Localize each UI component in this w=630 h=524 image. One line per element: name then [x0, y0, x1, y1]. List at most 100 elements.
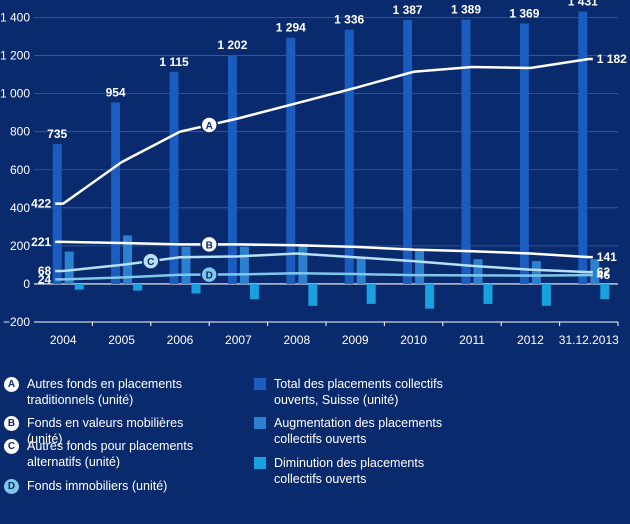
legend-label-increase: Augmentation des placements collectifs o… — [274, 416, 443, 446]
bar-total-label: 1 202 — [217, 38, 247, 52]
legend-item-b: B Fonds en valeurs mobilières (unité) — [4, 415, 212, 447]
x-tick-label: 2004 — [50, 333, 77, 347]
bar-decrease — [191, 283, 201, 294]
bar-total-label: 1 431 — [568, 0, 598, 9]
series-badge-c — [142, 252, 160, 270]
legend-item-d: D Fonds immobiliers (unité) — [4, 478, 212, 494]
badge-d: D — [4, 479, 19, 494]
bar-total-label: 1 294 — [276, 21, 306, 35]
bar-total-label: 735 — [47, 127, 67, 141]
bar-increase — [239, 246, 249, 284]
line-last-label: 141 — [597, 250, 617, 264]
line-last-label: 62 — [597, 265, 611, 279]
bar-total — [344, 29, 354, 284]
line-first-label: 221 — [31, 235, 51, 249]
bar-decrease — [541, 283, 551, 306]
x-tick-label: 2007 — [225, 333, 252, 347]
line-first-label: 24 — [38, 272, 52, 286]
legend-label-d: Fonds immobiliers (unité) — [27, 479, 168, 493]
legend-item-total: Total des placements collectifs ouverts,… — [254, 376, 459, 408]
y-tick-label: 200 — [10, 239, 30, 253]
y-tick-label: 1 200 — [0, 49, 30, 63]
bar-total-label: 1 115 — [159, 55, 189, 69]
x-tick-label: 2012 — [517, 333, 544, 347]
y-tick-label: 400 — [10, 201, 30, 215]
bar-decrease — [425, 283, 435, 309]
bar-increase — [298, 243, 308, 284]
swatch-total — [254, 378, 266, 390]
y-tick-label: 1 000 — [0, 87, 30, 101]
series-badge-d — [200, 265, 218, 284]
bar-total — [461, 19, 471, 284]
legend-item-a: A Autres fonds en placements traditionne… — [4, 376, 212, 408]
bar-decrease — [600, 283, 610, 300]
y-tick-label: −200 — [3, 315, 30, 329]
y-tick-label: 1 400 — [0, 11, 30, 25]
bar-increase — [590, 259, 600, 284]
bar-decrease — [308, 283, 318, 306]
series-badge-b — [200, 235, 218, 254]
bar-total — [519, 23, 529, 284]
bar-total — [111, 102, 121, 284]
x-tick-label: 2006 — [167, 333, 194, 347]
series-badge-letter: A — [206, 121, 213, 132]
bar-decrease — [133, 283, 143, 291]
legend-label-a: Autres fonds en placements traditionnels… — [27, 377, 182, 407]
legend-item-decrease: Diminution des placements collectifs ouv… — [254, 455, 459, 487]
bar-increase — [531, 261, 541, 284]
chart-area: 1 400 1 200 1 000 800 600 400 200 0 −200 2004 2005… — [0, 0, 627, 347]
bar-decrease — [74, 283, 84, 290]
series-badge-letter: B — [206, 240, 213, 251]
line-A — [55, 57, 593, 205]
line-first-label: 68 — [38, 264, 52, 278]
bar-decrease — [366, 283, 376, 304]
badge-b: B — [4, 416, 19, 431]
legend-label-b: Fonds en valeurs mobilières (unité) — [27, 416, 184, 446]
bar-increase — [473, 259, 483, 284]
line-last-label: 1 182 — [597, 52, 627, 66]
badge-c: C — [4, 439, 19, 454]
x-tick-label: 2011 — [459, 333, 485, 347]
legend-label-total: Total des placements collectifs ouverts,… — [274, 377, 443, 407]
legend-item-c: C Autres fonds pour placements alternati… — [4, 438, 212, 470]
legend-item-increase: Augmentation des placements collectifs o… — [254, 415, 459, 447]
bar-total — [52, 144, 62, 284]
bar-increase — [123, 235, 133, 284]
y-tick-label: 600 — [10, 163, 30, 177]
bar-total — [403, 19, 413, 284]
x-tick-label: 2005 — [108, 333, 135, 347]
bar-increase — [64, 251, 74, 284]
x-tick-label: 31.12.2013 — [559, 333, 619, 347]
badge-a: A — [4, 377, 19, 392]
bar-total-label: 1 389 — [451, 3, 481, 17]
bar-total-label: 1 387 — [393, 3, 423, 17]
bar-decrease — [483, 283, 493, 304]
bar-decrease — [249, 283, 259, 300]
line-first-label: 422 — [31, 197, 51, 211]
y-tick-label: 800 — [10, 125, 30, 139]
bar-total — [286, 37, 296, 284]
series-badge-a — [200, 116, 218, 134]
bar-increase — [356, 257, 366, 284]
bar-total — [227, 55, 237, 284]
line-B — [55, 240, 593, 259]
line-C — [55, 252, 593, 274]
bar-total-label: 1 336 — [334, 13, 364, 27]
bar-total-label: 1 369 — [509, 6, 539, 20]
series-badge-letter: D — [206, 271, 213, 282]
bar-increase — [181, 246, 191, 284]
bar-total — [578, 11, 588, 284]
y-tick-label: 0 — [23, 277, 30, 291]
swatch-decrease — [254, 457, 266, 469]
legend-label-decrease: Diminution des placements collectifs ouv… — [274, 456, 425, 486]
legend-label-c: Autres fonds pour placements alternatifs… — [27, 439, 194, 469]
line-D — [55, 272, 593, 281]
bar-increase — [415, 249, 425, 284]
x-tick-label: 2010 — [400, 333, 427, 347]
swatch-increase — [254, 417, 266, 429]
series-badge-letter: C — [147, 257, 154, 268]
bar-total-label: 954 — [106, 85, 126, 99]
bar-total — [169, 71, 179, 284]
line-last-label: 46 — [597, 268, 611, 282]
legend: A Autres fonds en placements traditionne… — [0, 372, 630, 522]
